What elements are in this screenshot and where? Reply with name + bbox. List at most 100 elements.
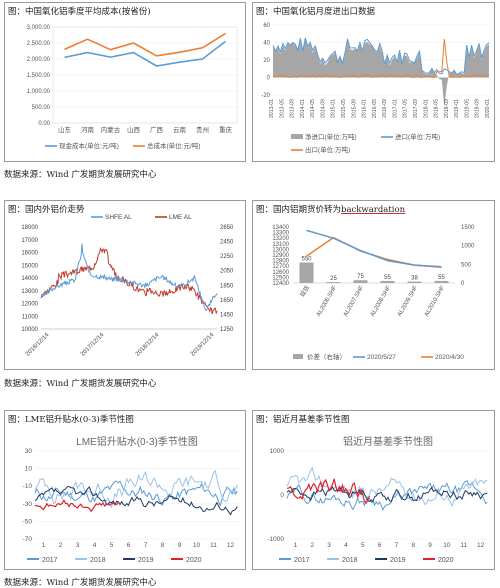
data-label: 25 xyxy=(330,276,337,282)
x-tick-label: 云南 xyxy=(173,125,187,134)
series-line-2019 xyxy=(34,485,238,516)
data-source-note: 数据来源：Wind 广发期货发展研究中心 xyxy=(4,379,157,389)
chart-title: 图：铝近月基差季节性图 xyxy=(256,415,350,425)
x-tick-label: 2014-05 xyxy=(310,99,316,118)
x-tick-label: 2013-01 xyxy=(269,99,275,118)
x-tick-label: 2016-05 xyxy=(372,99,378,118)
legend-label: SHFE AL xyxy=(105,214,132,221)
y-tick-label-right: 500 xyxy=(461,262,472,268)
y-tick-label: 1000 xyxy=(270,448,285,455)
y-tick-label: -20 xyxy=(261,93,270,99)
x-tick-label: 9 xyxy=(428,542,432,549)
x-tick-label: 11 xyxy=(460,542,467,549)
series-line-2018 xyxy=(286,466,488,508)
bar xyxy=(326,282,341,283)
x-tick-label: 2017-05 xyxy=(403,99,409,118)
x-tick-label: 2017/12/14 xyxy=(80,332,106,358)
y-tick-label: 3,000.00 xyxy=(27,25,51,31)
x-tick-label: 2019-09 xyxy=(475,99,481,118)
legend-label: LME AL xyxy=(169,214,192,221)
y-tick-label: 40 xyxy=(263,41,270,47)
y-tick-label-right: 1850 xyxy=(220,283,234,289)
y-tick-label-right: 2450 xyxy=(220,240,234,246)
x-tick-label: 2014-09 xyxy=(320,99,326,118)
x-tick-label: 12 xyxy=(477,542,485,549)
y-tick-label-left: 15000 xyxy=(21,263,38,269)
x-tick-label: 7 xyxy=(144,542,148,549)
data-label: 55 xyxy=(384,275,391,281)
x-tick-label: 2016-09 xyxy=(382,99,388,118)
series-line-2020 xyxy=(286,478,371,505)
legend-label: 2019 xyxy=(138,557,154,564)
series-line xyxy=(64,32,226,57)
x-tick-label: 2013-05 xyxy=(279,99,285,118)
chart-subtitle: LME铝升贴水(0-3)季节性图 xyxy=(76,435,198,448)
y-tick-label-left: 13200 xyxy=(272,236,289,242)
x-tick-label: 5 xyxy=(110,542,114,549)
x-tick-label: 1 xyxy=(42,542,46,549)
series-line-2017 xyxy=(286,480,488,511)
bar xyxy=(299,262,314,283)
x-tick-label: 2015-05 xyxy=(341,99,347,118)
legend-label: 进口(单位:万吨) xyxy=(395,132,440,141)
x-tick-label: 2016-01 xyxy=(362,99,368,118)
x-tick-label: 4 xyxy=(344,542,348,549)
y-tick-label: 1,000.00 xyxy=(27,89,51,95)
legend-label: 2020/4/30 xyxy=(435,354,464,361)
x-tick-label: 4 xyxy=(93,542,97,549)
data-source-note: 数据来源：Wind 广发期货发展研究中心 xyxy=(4,578,157,588)
y-tick-label-left: 12700 xyxy=(272,264,289,270)
y-tick-label: -30 xyxy=(23,501,33,508)
x-tick-label: 12 xyxy=(227,542,235,549)
y-tick-label-right: 0 xyxy=(461,281,465,287)
y-tick-label: -70 xyxy=(23,536,33,543)
y-tick-label-left: 12800 xyxy=(272,259,289,265)
chart-panel-alumina-trade: 图：中国氧化铝月度进出口数据 -20 0 20 40 60 2013-01 2013-05 2… xyxy=(252,2,495,162)
y-tick-label-right: 2050 xyxy=(220,269,234,275)
y-tick-label-right: 1500 xyxy=(461,225,475,231)
y-tick-label-left: 10000 xyxy=(21,327,38,333)
x-tick-label: 9 xyxy=(178,542,182,549)
series-line-shfe xyxy=(40,243,218,312)
y-tick-label: 0 xyxy=(280,492,284,499)
legend-swatch xyxy=(291,134,303,139)
chart-al-price: 10000 11000 12000 13000 14000 15000 16000 17000… xyxy=(21,214,234,358)
x-tick-label: AL2009.SHF xyxy=(397,285,420,318)
chart-panel-alumina-cost: 图：中国氧化铝季度平均成本(按省份) 0.00 500.00 1,000.00 1,5… xyxy=(4,2,246,162)
chart-alumina-trade: -20 0 20 40 60 2013-01 2013-05 2013-09 2014-01 20… xyxy=(261,23,491,154)
data-label: 75 xyxy=(357,274,364,280)
legend-label: 出口(单位:万吨) xyxy=(305,145,350,154)
series-line xyxy=(306,229,442,268)
x-tick-label: 2015-09 xyxy=(351,99,357,118)
chart-alumina-cost: 0.00 500.00 1,000.00 1,500.00 2,000.00 2,500.… xyxy=(27,25,238,150)
legend-label: 2018 xyxy=(342,557,358,564)
x-tick-label: AL2006.SHF xyxy=(316,285,339,318)
chart-panel-basis: 图：铝近月基差季节性图 铝近月基差季节性图 -1000 0 1000 1 2 3 4 5 6 7 8 9… xyxy=(252,410,495,570)
legend-label: 总成本(单位:元/吨) xyxy=(147,141,200,150)
y-tick-label: 0 xyxy=(267,76,271,82)
y-tick-label-left: 16000 xyxy=(21,251,38,257)
chart-panel-lme-spread: 图：LME铝升贴水(0-3)季节性图 LME铝升贴水(0-3)季节性图 -70 -5… xyxy=(4,410,246,570)
x-tick-label: 6 xyxy=(127,542,131,549)
x-tick-label: 8 xyxy=(161,542,165,549)
bar xyxy=(407,281,422,283)
series-line-2018 xyxy=(34,469,238,509)
y-tick-label: 60 xyxy=(263,23,270,29)
y-tick-label-left: 12600 xyxy=(272,270,289,276)
x-tick-label: 内蒙古 xyxy=(101,125,121,134)
x-tick-label: 2016/12/14 xyxy=(25,332,51,358)
chart-title: 图：国内外铝价走势 xyxy=(8,205,85,215)
bar xyxy=(380,280,395,283)
y-tick-label-left: 17000 xyxy=(21,238,38,244)
x-tick-label: 河南 xyxy=(81,125,95,134)
legend-label: 价差（右轴） xyxy=(307,352,346,361)
y-tick-label-right: 2650 xyxy=(220,225,234,231)
data-label: 550 xyxy=(301,256,312,262)
y-tick-label-left: 12400 xyxy=(272,281,289,287)
series-line-lme xyxy=(40,246,218,315)
legend-label: 净进口(单位:万吨) xyxy=(305,132,357,141)
y-tick-label: 2,500.00 xyxy=(27,41,51,47)
x-tick-label: AL2008.SHF xyxy=(370,285,393,318)
y-tick-label-right: 2250 xyxy=(220,254,234,260)
y-tick-label-left: 12500 xyxy=(272,275,289,281)
